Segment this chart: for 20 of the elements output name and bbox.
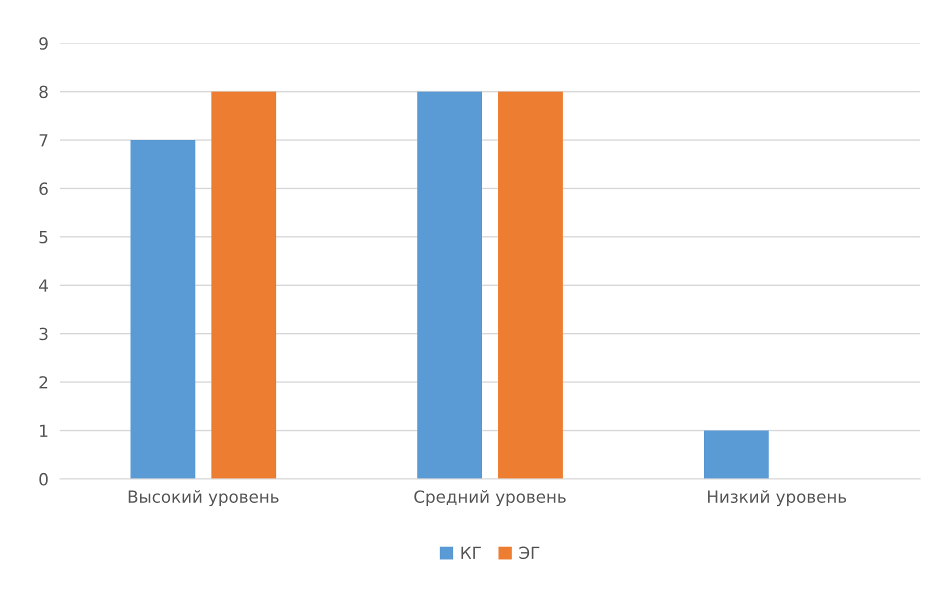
bar (704, 430, 769, 479)
y-tick-label: 2 (39, 376, 48, 388)
y-tick-label: 8 (39, 86, 48, 98)
y-tick-label: 9 (39, 37, 48, 50)
bar (498, 92, 563, 479)
x-tick-label: Средний уровень (414, 490, 566, 506)
y-tick-label: 0 (39, 472, 48, 486)
bar (130, 140, 196, 479)
bar (417, 92, 482, 479)
y-tick-label: 4 (39, 279, 48, 292)
y-tick-label: 5 (40, 231, 48, 244)
x-tick-label: Высокий уровень (128, 490, 279, 506)
y-tick-label: 3 (40, 328, 48, 340)
y-tick-label: 1 (40, 424, 48, 437)
bar (211, 92, 276, 479)
y-tick-label: 6 (39, 182, 48, 196)
legend-label: ЭГ (519, 546, 540, 560)
x-tick-label: Низкий уровень (708, 490, 846, 506)
y-tick-label: 7 (40, 134, 48, 146)
legend-label: КГ (461, 546, 481, 559)
